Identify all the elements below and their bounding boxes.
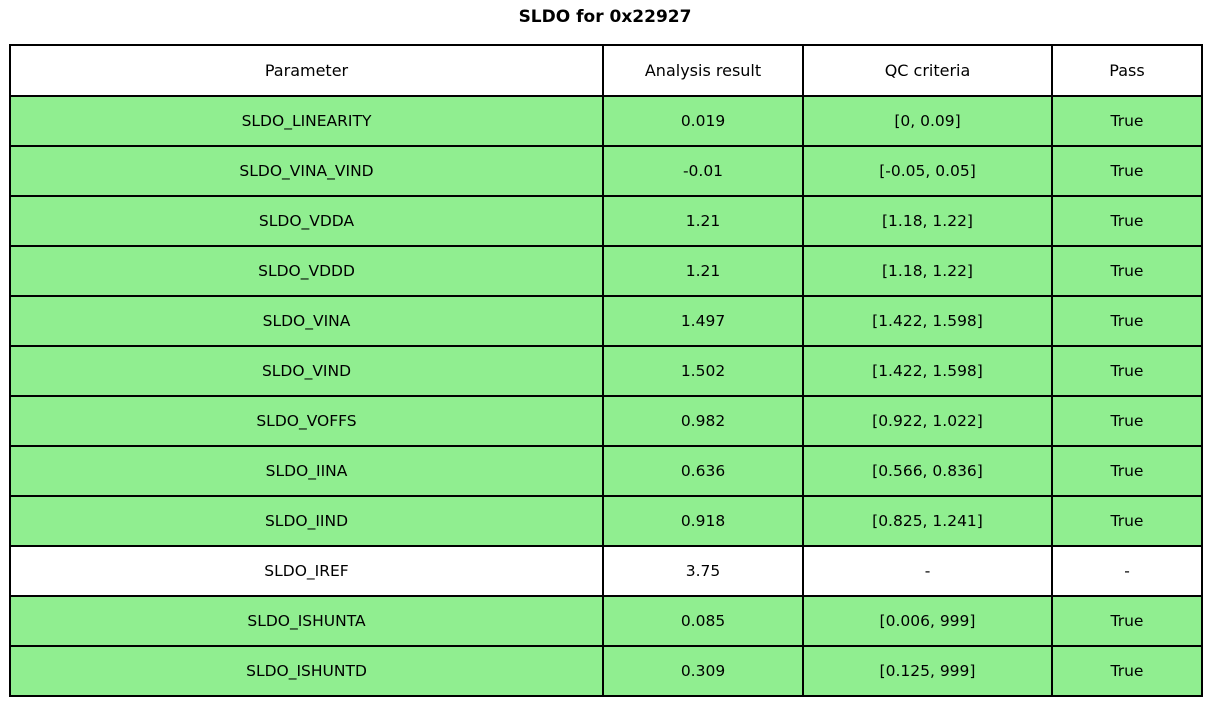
table-cell: True	[1051, 495, 1203, 547]
table-cell: True	[1051, 345, 1203, 397]
table-cell: 0.636	[602, 445, 804, 497]
table-row: SLDO_VINA 1.497 [1.422, 1.598] True	[9, 295, 1203, 347]
column-header: Parameter	[9, 44, 604, 97]
table-cell: -	[1051, 545, 1203, 597]
table-cell: SLDO_VDDD	[9, 245, 604, 297]
table-cell: [1.422, 1.598]	[802, 345, 1053, 397]
table-cell: [0.825, 1.241]	[802, 495, 1053, 547]
table-cell: 0.019	[602, 95, 804, 147]
column-header: Pass	[1051, 44, 1203, 97]
table-cell: [-0.05, 0.05]	[802, 145, 1053, 197]
table-row: SLDO_ISHUNTA 0.085 [0.006, 999] True	[9, 595, 1203, 647]
table-cell: True	[1051, 245, 1203, 297]
table-cell: True	[1051, 445, 1203, 497]
table-cell: SLDO_ISHUNTD	[9, 645, 604, 697]
table-cell: True	[1051, 195, 1203, 247]
table-cell: True	[1051, 395, 1203, 447]
table-cell: SLDO_VOFFS	[9, 395, 604, 447]
table-row: SLDO_VDDD 1.21 [1.18, 1.22] True	[9, 245, 1203, 297]
table-cell: SLDO_IINA	[9, 445, 604, 497]
table-row: SLDO_VOFFS 0.982 [0.922, 1.022] True	[9, 395, 1203, 447]
table-cell: [1.18, 1.22]	[802, 195, 1053, 247]
table-cell: 0.918	[602, 495, 804, 547]
table-cell: SLDO_VINA_VIND	[9, 145, 604, 197]
table-cell: 1.21	[602, 195, 804, 247]
table-body: SLDO_LINEARITY 0.019 [0, 0.09] True SLDO_VIN…	[9, 95, 1203, 697]
table-cell: -	[802, 545, 1053, 597]
table-cell: True	[1051, 645, 1203, 697]
table-cell: 0.085	[602, 595, 804, 647]
table-cell: SLDO_VINA	[9, 295, 604, 347]
table-row: SLDO_LINEARITY 0.019 [0, 0.09] True	[9, 95, 1203, 147]
table-row: SLDO_VINA_VIND -0.01 [-0.05, 0.05] True	[9, 145, 1203, 197]
table-cell: 3.75	[602, 545, 804, 597]
table-cell: [0, 0.09]	[802, 95, 1053, 147]
table-cell: SLDO_VIND	[9, 345, 604, 397]
table-cell: -0.01	[602, 145, 804, 197]
table-cell: SLDO_LINEARITY	[9, 95, 604, 147]
table-cell: SLDO_IREF	[9, 545, 604, 597]
table-row: SLDO_VIND 1.502 [1.422, 1.598] True	[9, 345, 1203, 397]
table-cell: SLDO_VDDA	[9, 195, 604, 247]
chart-title: SLDO for 0x22927	[518, 7, 692, 27]
table-cell: 1.497	[602, 295, 804, 347]
table-cell: True	[1051, 595, 1203, 647]
table-cell: [1.18, 1.22]	[802, 245, 1053, 297]
table-cell: 0.982	[602, 395, 804, 447]
qc-results-table: Parameter Analysis result QC criteria Pass …	[9, 44, 1203, 697]
table-cell: SLDO_ISHUNTA	[9, 595, 604, 647]
table-cell: [0.566, 0.836]	[802, 445, 1053, 497]
table-head: Parameter Analysis result QC criteria Pass	[9, 44, 1203, 97]
header-row: Parameter Analysis result QC criteria Pass	[9, 44, 1203, 97]
table-cell: SLDO_IIND	[9, 495, 604, 547]
table-cell: 0.309	[602, 645, 804, 697]
table-cell: 1.21	[602, 245, 804, 297]
table-cell: [1.422, 1.598]	[802, 295, 1053, 347]
table-row: SLDO_IINA 0.636 [0.566, 0.836] True	[9, 445, 1203, 497]
table-row: SLDO_VDDA 1.21 [1.18, 1.22] True	[9, 195, 1203, 247]
column-header: QC criteria	[802, 44, 1053, 97]
column-header: Analysis result	[602, 44, 804, 97]
table-cell: True	[1051, 295, 1203, 347]
table-cell: [0.922, 1.022]	[802, 395, 1053, 447]
table-cell: True	[1051, 95, 1203, 147]
table-cell: 1.502	[602, 345, 804, 397]
table-row: SLDO_IIND 0.918 [0.825, 1.241] True	[9, 495, 1203, 547]
table-cell: True	[1051, 145, 1203, 197]
table-row: SLDO_IREF 3.75- -	[9, 545, 1203, 597]
table-cell: [0.006, 999]	[802, 595, 1053, 647]
table-row: SLDO_ISHUNTD 0.309 [0.125, 999] True	[9, 645, 1203, 697]
table-cell: [0.125, 999]	[802, 645, 1053, 697]
